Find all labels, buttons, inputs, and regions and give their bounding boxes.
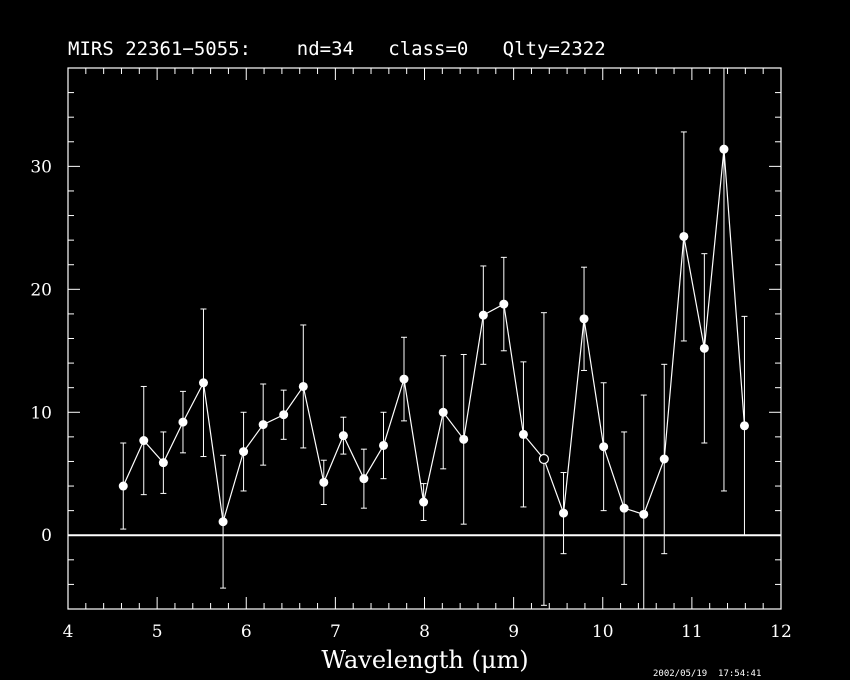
data-point — [399, 374, 409, 384]
data-point-open — [538, 453, 550, 465]
data-point — [419, 497, 429, 507]
data-point — [719, 144, 729, 154]
data-point — [118, 481, 128, 491]
data-point — [158, 458, 168, 468]
data-point — [739, 421, 749, 431]
data-point — [338, 431, 348, 441]
y-tick-label: 10 — [30, 403, 52, 423]
data-point — [178, 417, 188, 427]
y-tick-labels: 0 10 20 30 — [30, 157, 52, 546]
data-point — [239, 447, 249, 457]
data-point — [319, 477, 329, 487]
data-points — [118, 144, 749, 527]
minor-ticks — [68, 67, 781, 610]
data-point — [599, 442, 609, 452]
series-line — [122, 149, 746, 522]
data-point — [139, 436, 149, 446]
x-tick-label: 7 — [330, 622, 341, 642]
chart-title: MIRS 22361−5055: nd=34 class=0 Qlty=2322 — [68, 38, 606, 60]
timestamp: 2002/05/19 17:54:41 — [653, 669, 762, 679]
data-point — [579, 314, 589, 324]
x-tick-labels: 4 5 6 7 8 9 10 11 12 — [63, 622, 792, 642]
x-tick-label: 6 — [241, 622, 252, 642]
data-point — [198, 378, 208, 388]
x-tick-label: 12 — [770, 622, 792, 642]
data-point — [639, 509, 649, 519]
y-tick-label: 0 — [41, 526, 52, 546]
x-tick-label: 5 — [152, 622, 163, 642]
data-point — [619, 503, 629, 513]
data-point — [659, 454, 669, 464]
data-point — [359, 474, 369, 484]
data-point — [679, 231, 689, 241]
y-tick-label: 20 — [30, 280, 52, 300]
data-point — [518, 429, 528, 439]
major-ticks — [67, 68, 782, 609]
error-bars — [120, 68, 748, 609]
data-point — [258, 420, 268, 430]
x-tick-label: 9 — [508, 622, 519, 642]
x-axis-label: Wavelength (μm) — [321, 646, 528, 674]
data-point — [478, 310, 488, 320]
data-point — [218, 517, 228, 527]
data-point — [279, 410, 289, 420]
y-tick-label: 30 — [30, 157, 52, 177]
x-tick-label: 8 — [419, 622, 430, 642]
data-point — [699, 343, 709, 353]
data-point — [438, 407, 448, 417]
data-point — [459, 434, 469, 444]
data-point — [298, 381, 308, 391]
data-point — [499, 299, 509, 309]
x-tick-label: 10 — [592, 622, 614, 642]
data-point — [379, 440, 389, 450]
x-tick-label: 4 — [63, 622, 74, 642]
plot-frame — [67, 67, 782, 610]
x-tick-label: 11 — [681, 622, 703, 642]
data-point — [559, 508, 569, 518]
